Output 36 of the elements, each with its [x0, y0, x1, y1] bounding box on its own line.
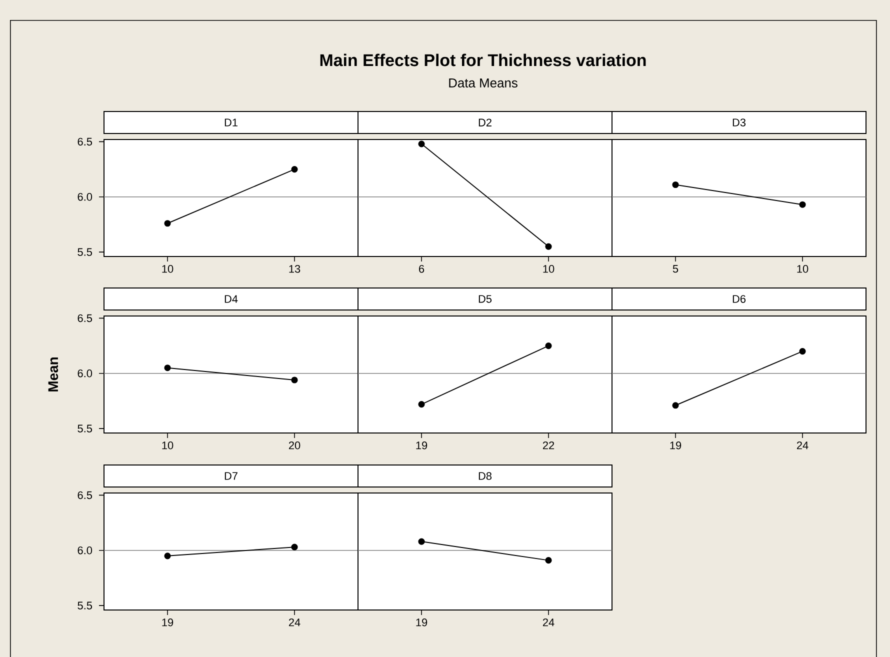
text: Data Means	[449, 78, 518, 88]
chart-title: D4	[224, 295, 238, 303]
x-tick-label: 24	[542, 618, 554, 626]
x-tick-label: 6	[419, 265, 424, 273]
chart-title: D7	[224, 472, 238, 480]
chart-title: D8	[478, 472, 492, 480]
chart-title: D2	[478, 118, 492, 126]
y-tick-label: 5.5	[78, 424, 92, 432]
chart-title: D3	[732, 118, 746, 126]
y-tick-label: 6.0	[78, 370, 92, 378]
x-tick-label: 10	[162, 265, 174, 273]
x-tick-label: 24	[796, 442, 808, 450]
y-tick-label: 5.5	[78, 602, 92, 610]
x-tick-label: 10	[797, 265, 808, 273]
y-tick-label: 6.5	[78, 491, 92, 500]
x-tick-label: 10	[162, 442, 174, 450]
y-tick-label: 6.5	[78, 314, 92, 322]
x-tick-label: 19	[670, 442, 682, 450]
x-tick-label: 19	[162, 618, 174, 626]
y-axis-title: Mean	[48, 358, 58, 392]
text: Main Effects Plot for Thichness variation	[320, 54, 646, 66]
chart-title: D6	[732, 295, 746, 303]
y-tick-label: 6.0	[78, 546, 92, 554]
chart-title: D1	[224, 118, 238, 126]
x-tick-label: 22	[542, 442, 554, 450]
x-tick-label: 13	[289, 265, 300, 273]
y-tick-label: 6.0	[78, 193, 92, 201]
x-tick-label: 19	[416, 618, 428, 626]
x-tick-label: 10	[543, 265, 554, 273]
y-tick-label: 5.5	[78, 248, 92, 256]
x-tick-label: 20	[288, 442, 300, 450]
x-tick-label: 5	[672, 265, 678, 273]
y-tick-label: 6.5	[78, 138, 92, 146]
x-tick-label: 19	[416, 442, 428, 450]
chart-title: D5	[478, 295, 492, 303]
x-tick-label: 24	[288, 618, 300, 626]
